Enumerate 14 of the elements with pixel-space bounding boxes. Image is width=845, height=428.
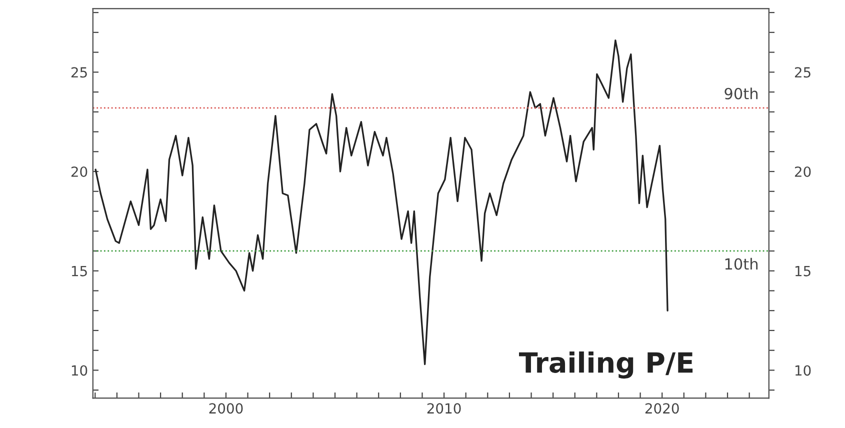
ref-line-label: 90th	[724, 88, 758, 100]
y-tick-label: 15	[72, 266, 87, 276]
x-tick-label: 2020	[645, 403, 679, 414]
annotation: Trailing P/E	[519, 351, 693, 379]
y-tick-label: 25	[71, 67, 87, 78]
ref-line-label: 10th	[725, 258, 758, 270]
x-tick-label: 2010	[427, 403, 461, 414]
y2-tick-label: 20	[794, 166, 811, 177]
y-tick-label: 10	[72, 365, 88, 376]
y2-tick-label: 15	[795, 266, 810, 276]
y-tick-label: 20	[71, 166, 88, 177]
y2-tick-label: 25	[794, 67, 810, 78]
y2-tick-label: 10	[795, 365, 811, 376]
x-tick-label: 2000	[209, 403, 243, 414]
